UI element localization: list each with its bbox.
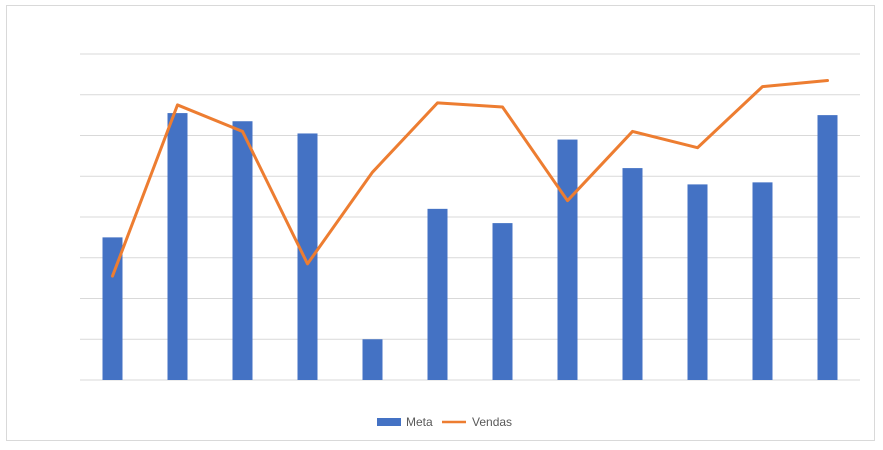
- meta-bar: [687, 184, 708, 380]
- gridlines: [80, 53, 860, 381]
- meta-bar: [102, 237, 123, 380]
- meta-bar: [232, 121, 253, 381]
- legend-meta-swatch: [377, 418, 401, 426]
- meta-bar: [297, 133, 318, 380]
- meta-bar: [362, 339, 383, 380]
- meta-bar: [492, 223, 513, 380]
- meta-bar: [752, 182, 773, 380]
- meta-bar: [427, 208, 448, 380]
- legend: Meta Vendas: [377, 415, 512, 429]
- legend-meta-label: Meta: [406, 415, 433, 429]
- meta-bar: [817, 115, 838, 380]
- meta-bar: [167, 113, 188, 381]
- vendas-line-group: [111, 78, 829, 278]
- legend-vendas-label: Vendas: [472, 415, 512, 429]
- meta-bars: [102, 113, 838, 381]
- vendas-line: [111, 78, 829, 278]
- meta-bar: [557, 139, 578, 380]
- meta-bar: [622, 168, 643, 380]
